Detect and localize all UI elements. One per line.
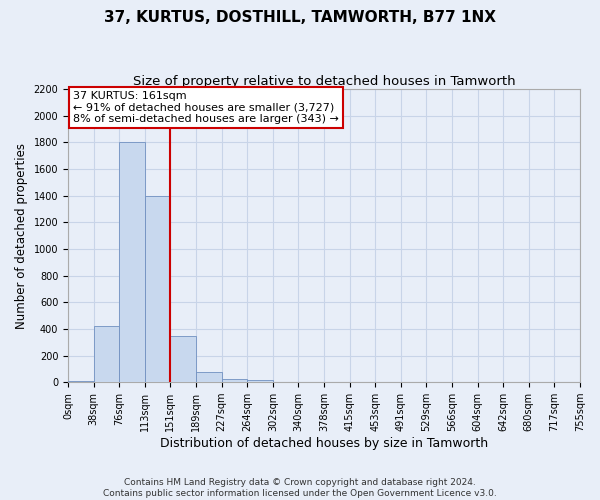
Bar: [196, 372, 221, 382]
Y-axis label: Number of detached properties: Number of detached properties: [15, 142, 28, 328]
X-axis label: Distribution of detached houses by size in Tamworth: Distribution of detached houses by size …: [160, 437, 488, 450]
Bar: [170, 336, 196, 382]
Text: 37 KURTUS: 161sqm
← 91% of detached houses are smaller (3,727)
8% of semi-detach: 37 KURTUS: 161sqm ← 91% of detached hous…: [73, 90, 339, 124]
Bar: [119, 142, 145, 382]
Text: 37, KURTUS, DOSTHILL, TAMWORTH, B77 1NX: 37, KURTUS, DOSTHILL, TAMWORTH, B77 1NX: [104, 10, 496, 25]
Title: Size of property relative to detached houses in Tamworth: Size of property relative to detached ho…: [133, 75, 515, 88]
Bar: [94, 326, 119, 382]
Bar: [221, 379, 247, 382]
Bar: [247, 380, 273, 382]
Bar: [145, 196, 170, 382]
Bar: [68, 381, 94, 382]
Text: Contains HM Land Registry data © Crown copyright and database right 2024.
Contai: Contains HM Land Registry data © Crown c…: [103, 478, 497, 498]
